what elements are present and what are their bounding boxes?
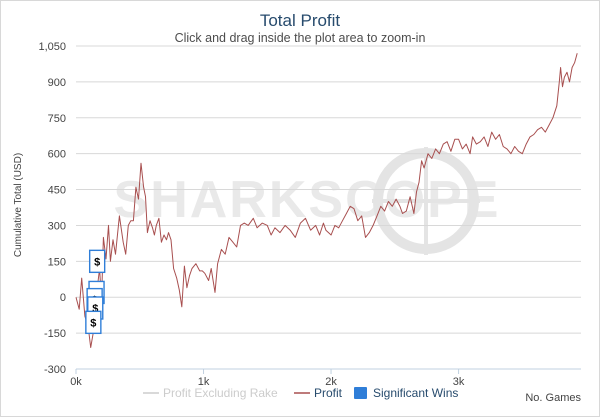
y-tick-label: 300	[48, 220, 66, 232]
significant-wins-group[interactable]: $$$$$	[85, 249, 106, 335]
legend-box-swatch	[354, 387, 367, 399]
legend-item[interactable]: Significant Wins	[354, 386, 458, 400]
y-tick-label: -300	[44, 364, 66, 376]
y-tick-label: 150	[48, 256, 66, 268]
y-tick-label: 750	[48, 113, 66, 125]
legend-label: Profit	[314, 386, 343, 400]
profit-series-line	[75, 53, 578, 348]
x-tick-label: 0k	[70, 376, 82, 388]
x-axis-title: No. Games	[525, 392, 581, 404]
grid-group	[76, 45, 581, 370]
legend[interactable]: Profit Excluding Rake Profit Significant W…	[143, 386, 458, 400]
y-tick-label: 900	[48, 77, 66, 89]
flag-label: $	[92, 303, 98, 315]
legend-item[interactable]: Profit Excluding Rake	[143, 386, 278, 400]
x-tick-label: 2k	[325, 376, 337, 388]
y-tick-label: 450	[48, 185, 66, 197]
watermark-group: SHARKSCOPE	[114, 147, 498, 255]
y-tick-label: 0	[60, 292, 66, 304]
chart-subtitle: Click and drag inside the plot area to z…	[175, 31, 426, 45]
y-tick-label: -150	[44, 328, 66, 340]
legend-label: Significant Wins	[373, 386, 458, 400]
legend-item[interactable]: Profit	[294, 386, 343, 400]
axis-group: 1,050 900 750 600 450 300 150 0 -150 -300 0k 1k 2k 3k	[38, 41, 581, 388]
significant-win-flag[interactable]: $	[88, 249, 106, 274]
chart-title: Total Profit	[260, 11, 341, 30]
y-tick-label: 600	[48, 149, 66, 161]
y-axis-title: Cumulative Total (USD)	[13, 153, 24, 257]
significant-win-flag[interactable]: $	[85, 310, 102, 335]
legend-label: Profit Excluding Rake	[163, 386, 278, 400]
x-tick-label: 3k	[453, 376, 465, 388]
flag-box[interactable]	[85, 310, 102, 335]
x-tick-label: 1k	[198, 376, 210, 388]
series-group	[75, 53, 578, 348]
flag-label: $	[90, 317, 96, 329]
flag-label: $	[94, 256, 100, 268]
flag-box[interactable]	[88, 249, 106, 274]
y-tick-label: 1,050	[38, 41, 66, 53]
